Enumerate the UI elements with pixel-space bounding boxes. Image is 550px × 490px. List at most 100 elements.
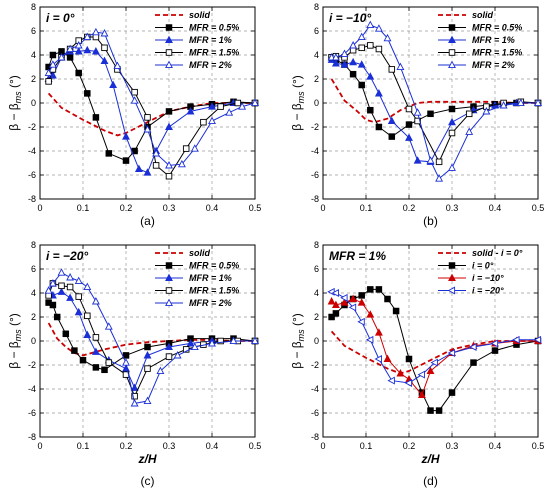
legend-marker [448,273,456,282]
legend-label: MFR = 0.5% [189,261,239,271]
legend-marker [165,35,173,44]
data-point [75,293,82,300]
data-point [152,149,161,157]
data-point [131,88,138,96]
data-point [533,335,542,344]
panel-caption: (d) [423,474,438,488]
y-tick-label: -6 [311,408,319,418]
data-point [491,347,499,354]
data-point [49,301,57,309]
data-point [66,293,75,301]
data-point [426,156,435,164]
data-point [405,133,413,141]
data-point [208,339,216,347]
legend-label: solid [189,248,211,258]
x-tick-label: 0.2 [120,203,133,213]
data-point [340,49,349,57]
data-point [66,54,74,61]
data-point [367,106,374,114]
data-point [105,359,113,366]
series-line [330,330,538,375]
x-tick-label: 0.3 [446,203,459,213]
data-point [435,174,444,182]
data-point [469,343,477,351]
data-point [66,44,75,53]
data-point [327,297,336,305]
data-point [404,379,413,387]
data-point [186,107,195,115]
chart-panel-3: 0 0.1 0.2 0.3 0.4 0.5 -8 -6 -4 -2 0 2 4 6 8 β − βms (°)… [7,240,261,488]
data-point [165,108,173,115]
y-tick-label: -6 [28,408,36,418]
y-tick-label: 8 [31,2,36,12]
data-point [392,307,400,315]
y-tick-label: -2 [311,360,319,370]
data-point [190,342,199,351]
legend-label: MFR = 1.5% [472,48,522,58]
data-point [490,339,499,348]
y-axis-label: β − βms (°) [7,75,23,131]
data-point [426,366,435,375]
data-point [105,150,113,157]
data-point [165,342,173,351]
data-point [448,163,456,171]
series-5 [327,20,542,182]
legend-label: i = −20° [472,286,504,296]
data-point [396,62,405,71]
data-point [144,114,151,121]
legend-marker [165,262,173,269]
panel-caption: (a) [140,214,155,228]
data-point [375,45,383,53]
data-point [217,337,224,345]
y-tick-label: -2 [311,122,319,132]
data-point [388,133,396,140]
data-point [413,156,422,164]
data-point [130,383,139,391]
data-point [71,347,78,354]
data-point [358,44,365,52]
x-tick-label: 0.3 [446,441,459,451]
x-tick-label: 0.5 [249,441,262,451]
data-point [448,389,456,396]
data-point [383,354,392,363]
legend-marker [165,60,173,69]
legend-label: MFR = 0.5% [189,23,239,33]
y-tick-label: 6 [314,26,319,36]
legend-marker [165,273,173,282]
y-tick-label: -8 [28,432,36,442]
data-point [413,108,422,116]
data-point [74,276,83,285]
data-point [165,122,173,131]
x-tick-label: 0.4 [489,441,502,451]
data-point [130,96,139,104]
data-point [435,407,443,414]
legend-label: solid - i = 0° [472,248,523,258]
data-point [48,60,57,68]
data-point [74,41,83,49]
data-point [48,279,57,287]
y-tick-label: -8 [28,194,36,204]
data-point [100,56,109,65]
legend-marker [165,24,173,31]
legend-label: solid [472,10,494,20]
panel-caption: (b) [423,214,438,228]
data-point [113,61,122,69]
data-point [383,33,392,42]
data-point [375,123,383,131]
series-line [330,78,538,124]
data-point [165,161,173,169]
legend: solid MFR = 0.5% MFR = 1% MFR = 1.5% MFR = 2… [155,10,239,70]
data-point [405,355,413,363]
data-point [91,47,100,55]
y-tick-label: 0 [314,98,319,108]
data-point [251,98,259,107]
series-1 [330,78,538,124]
data-point [465,110,473,118]
legend-marker [165,287,173,294]
series-4 [327,287,542,387]
data-point [186,339,195,347]
data-point [74,307,83,316]
data-point [427,407,434,414]
data-point [45,78,52,85]
